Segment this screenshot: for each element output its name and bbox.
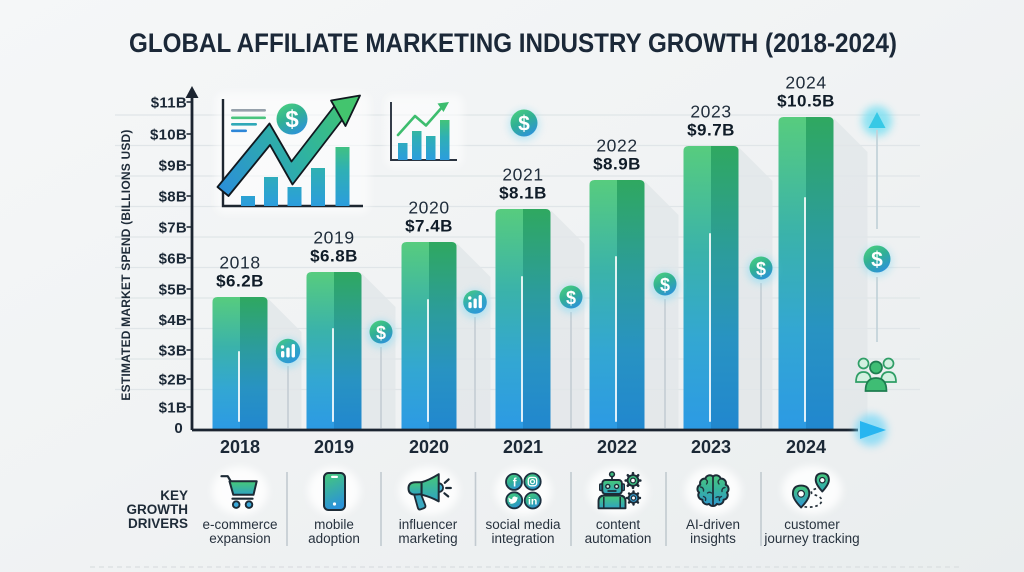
svg-text:customer: customer bbox=[784, 517, 840, 532]
svg-text:$: $ bbox=[871, 249, 883, 272]
svg-text:2022: 2022 bbox=[597, 437, 637, 457]
svg-text:$8.1B: $8.1B bbox=[499, 184, 547, 203]
svg-text:AI-driven: AI-driven bbox=[686, 517, 740, 532]
svg-text:mobile: mobile bbox=[314, 517, 354, 532]
svg-text:$8.9B: $8.9B bbox=[593, 155, 641, 174]
svg-text:influencer: influencer bbox=[399, 517, 458, 532]
svg-text:0: 0 bbox=[174, 420, 183, 437]
svg-text:$6.8B: $6.8B bbox=[310, 247, 358, 266]
svg-text:$: $ bbox=[756, 259, 766, 279]
svg-text:insights: insights bbox=[690, 531, 736, 546]
svg-text:content: content bbox=[596, 517, 641, 532]
svg-text:2020: 2020 bbox=[408, 198, 449, 218]
svg-text:social media: social media bbox=[485, 517, 561, 532]
svg-text:$9B: $9B bbox=[159, 158, 187, 175]
svg-text:$4B: $4B bbox=[159, 312, 187, 329]
svg-text:2022: 2022 bbox=[596, 136, 637, 156]
svg-text:$7.4B: $7.4B bbox=[405, 217, 453, 236]
svg-text:$: $ bbox=[376, 323, 386, 343]
svg-text:2021: 2021 bbox=[502, 165, 543, 185]
svg-text:2018: 2018 bbox=[220, 437, 260, 457]
svg-text:2023: 2023 bbox=[690, 102, 731, 122]
svg-text:$6.2B: $6.2B bbox=[216, 272, 264, 291]
svg-text:$3B: $3B bbox=[159, 343, 187, 360]
svg-text:GLOBAL AFFILIATE MARKETING IND: GLOBAL AFFILIATE MARKETING INDUSTRY GROW… bbox=[129, 28, 897, 58]
svg-text:journey tracking: journey tracking bbox=[763, 531, 859, 546]
svg-text:$: $ bbox=[285, 106, 299, 133]
svg-text:ESTIMATED MARKET SPEND (BILLIO: ESTIMATED MARKET SPEND (BILLIONS USD) bbox=[119, 129, 133, 400]
svg-text:adoption: adoption bbox=[308, 531, 360, 546]
svg-text:$: $ bbox=[660, 275, 670, 295]
svg-text:DRIVERS: DRIVERS bbox=[128, 516, 188, 531]
svg-text:GROWTH: GROWTH bbox=[127, 502, 189, 517]
svg-text:$1B: $1B bbox=[159, 400, 187, 417]
svg-text:$: $ bbox=[566, 288, 576, 308]
svg-text:$9.7B: $9.7B bbox=[687, 121, 735, 140]
svg-text:2018: 2018 bbox=[219, 253, 260, 273]
svg-text:$10.5B: $10.5B bbox=[777, 92, 835, 111]
svg-text:integration: integration bbox=[491, 531, 554, 546]
svg-text:$7B: $7B bbox=[159, 220, 187, 237]
svg-text:$: $ bbox=[518, 113, 530, 136]
svg-text:$11B: $11B bbox=[151, 95, 187, 112]
svg-text:marketing: marketing bbox=[398, 531, 457, 546]
svg-text:$10B: $10B bbox=[150, 127, 187, 144]
svg-text:2023: 2023 bbox=[691, 437, 731, 457]
svg-text:2020: 2020 bbox=[409, 437, 449, 457]
svg-text:f: f bbox=[513, 478, 517, 490]
svg-text:automation: automation bbox=[585, 531, 652, 546]
svg-text:$6B: $6B bbox=[159, 251, 187, 268]
svg-text:2019: 2019 bbox=[313, 228, 354, 248]
svg-text:in: in bbox=[528, 496, 537, 508]
svg-text:$5B: $5B bbox=[159, 282, 187, 299]
svg-text:2024: 2024 bbox=[785, 73, 826, 93]
svg-text:$2B: $2B bbox=[159, 372, 187, 389]
svg-text:2021: 2021 bbox=[503, 437, 543, 457]
svg-text:2019: 2019 bbox=[314, 437, 354, 457]
svg-text:2024: 2024 bbox=[786, 437, 826, 457]
svg-text:KEY: KEY bbox=[160, 488, 188, 503]
svg-text:e-commerce: e-commerce bbox=[202, 517, 277, 532]
svg-text:expansion: expansion bbox=[209, 531, 271, 546]
svg-text:$8B: $8B bbox=[159, 189, 187, 206]
